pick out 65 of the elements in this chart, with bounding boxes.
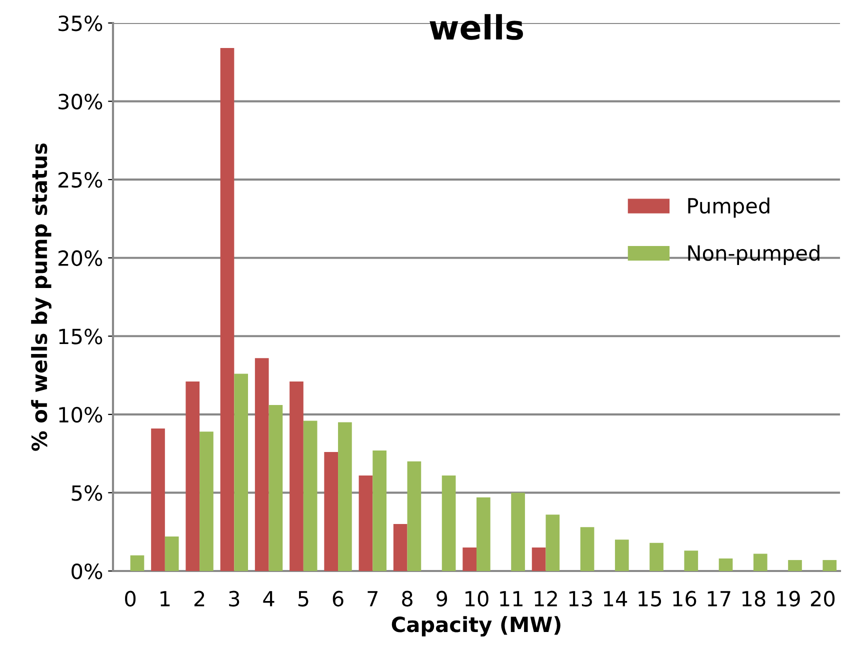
- y-tick-label: 20%: [58, 250, 102, 266]
- bar: [580, 527, 594, 571]
- bar: [614, 540, 629, 571]
- x-axis-title: Capacity (MW): [392, 616, 560, 636]
- bar: [358, 475, 373, 571]
- x-tick-label: 12: [534, 590, 557, 606]
- x-tick-label: 18: [742, 590, 766, 607]
- bar: [788, 560, 802, 571]
- legend-label: Pumped: [688, 198, 770, 218]
- bar: [130, 555, 144, 571]
- x-tick-label: 9: [436, 590, 448, 607]
- bar: [476, 497, 490, 571]
- bar: [532, 548, 546, 571]
- x-tick-label: 3: [229, 590, 240, 607]
- y-tick-label: 5%: [72, 485, 102, 501]
- x-tick-label: 2: [194, 590, 204, 606]
- bar: [268, 405, 283, 571]
- bar: [220, 48, 234, 571]
- x-tick-label: 19: [777, 590, 800, 607]
- bar: [822, 560, 837, 571]
- y-tick-label: 0%: [72, 563, 102, 580]
- bar: [254, 358, 269, 571]
- bar: [372, 450, 386, 571]
- x-tick-label: 0: [125, 590, 136, 607]
- bar: [718, 558, 733, 571]
- bar: [164, 536, 179, 571]
- x-tick-label: 4: [263, 591, 274, 606]
- bar: [303, 420, 318, 571]
- x-tick-label: 17: [708, 591, 730, 606]
- x-tick-label: 20: [810, 590, 835, 607]
- legend-label: Non-pumped: [688, 244, 820, 265]
- x-tick-label: 11: [500, 591, 522, 606]
- y-tick-label: 10%: [59, 406, 102, 423]
- x-tick-label: 13: [569, 590, 592, 607]
- bar: [290, 382, 304, 571]
- x-tick-label: 5: [298, 591, 308, 607]
- bar: [186, 382, 200, 571]
- y-tick-label: 15%: [59, 328, 102, 344]
- x-tick-label: 8: [402, 590, 412, 607]
- bar: [151, 428, 165, 571]
- x-tick-label: 6: [332, 590, 344, 607]
- y-axis-title: % of wells by pump status: [31, 143, 52, 451]
- bar: [393, 524, 408, 571]
- x-tick-label: 1: [160, 591, 170, 606]
- y-tick-label: 30%: [58, 94, 102, 110]
- bar: [650, 542, 664, 571]
- bar: [462, 548, 476, 571]
- bar: [200, 432, 214, 571]
- bar: [407, 461, 422, 571]
- bar: [338, 422, 352, 571]
- x-tick-label: 14: [604, 591, 628, 606]
- bar: [442, 475, 456, 571]
- x-tick-label: 16: [673, 590, 696, 607]
- chart-title: wells: [430, 14, 523, 40]
- bar: [511, 492, 525, 571]
- x-tick-label: 10: [466, 590, 488, 607]
- x-tick-label: 7: [368, 591, 378, 606]
- bar: [753, 554, 768, 571]
- bar: [324, 452, 338, 571]
- x-tick-label: 15: [638, 591, 662, 607]
- bar: [234, 374, 248, 571]
- y-tick-label: 35%: [58, 15, 102, 32]
- bar: [546, 514, 560, 571]
- y-tick-label: 25%: [58, 172, 102, 188]
- bar: [684, 550, 698, 571]
